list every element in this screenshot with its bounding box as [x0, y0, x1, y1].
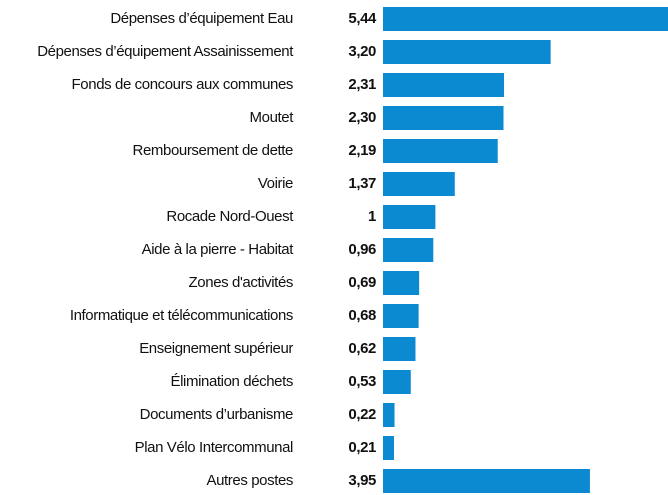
- bar: [383, 304, 419, 328]
- bar: [383, 337, 416, 361]
- value-label: 0,69: [348, 274, 376, 291]
- category-label: Fonds de concours aux communes: [72, 76, 293, 93]
- category-label: Dépenses d’équipement Eau: [110, 10, 293, 27]
- category-label: Voirie: [258, 175, 293, 192]
- category-label: Rocade Nord-Ouest: [166, 208, 294, 225]
- bar: [383, 370, 411, 394]
- category-label: Enseignement supérieur: [139, 340, 293, 357]
- bar: [383, 271, 420, 295]
- value-label: 0,68: [348, 307, 376, 324]
- category-label: Zones d'activités: [189, 274, 293, 291]
- bar: [383, 7, 668, 31]
- bar: [383, 469, 590, 493]
- category-label: Remboursement de dette: [133, 142, 294, 159]
- value-label: 0,53: [348, 373, 376, 390]
- value-label: 0,22: [348, 406, 376, 423]
- value-label: 3,20: [348, 43, 376, 60]
- category-label: Dépenses d’équipement Assainissement: [37, 43, 294, 60]
- value-label: 1: [368, 208, 376, 225]
- category-label: Moutet: [250, 109, 295, 126]
- category-label: Plan Vélo Intercommunal: [135, 439, 293, 456]
- value-label: 1,37: [348, 175, 376, 192]
- bar: [383, 436, 395, 460]
- bar: [383, 139, 498, 163]
- value-label: 2,30: [348, 109, 376, 126]
- category-label: Aide à la pierre - Habitat: [142, 241, 295, 258]
- bar: [383, 172, 455, 196]
- bar: [383, 238, 434, 262]
- value-label: 3,95: [348, 472, 376, 489]
- value-label: 0,96: [348, 241, 376, 258]
- category-label: Autres postes: [206, 472, 293, 489]
- bar: [383, 106, 504, 130]
- bar: [383, 73, 505, 97]
- value-label: 5,44: [348, 10, 377, 27]
- value-label: 2,31: [348, 76, 376, 93]
- category-label: Documents d’urbanisme: [140, 406, 293, 423]
- bar: [383, 40, 551, 64]
- bar: [383, 205, 436, 229]
- value-label: 0,62: [348, 340, 376, 357]
- bar: [383, 403, 395, 427]
- value-label: 2,19: [348, 142, 376, 159]
- category-label: Élimination déchets: [171, 373, 293, 390]
- category-label: Informatique et télécommunications: [70, 307, 293, 324]
- value-label: 0,21: [348, 439, 376, 456]
